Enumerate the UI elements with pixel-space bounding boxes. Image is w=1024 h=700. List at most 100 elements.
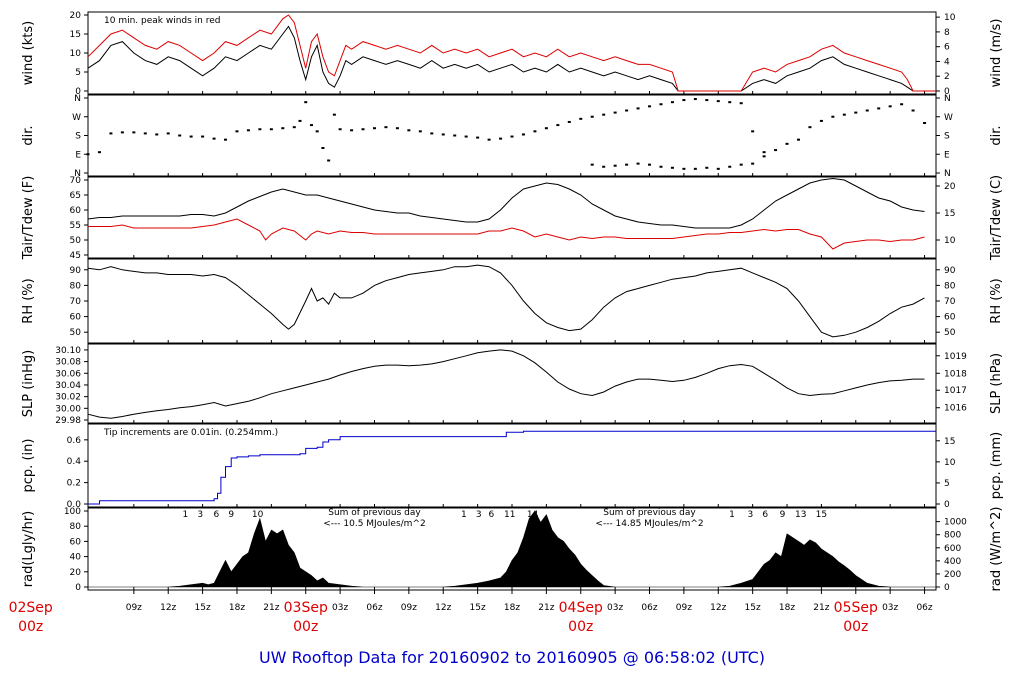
rad-hour-mark: 1 [183,510,189,520]
data-point-dir [556,124,560,127]
data-point-dir [923,122,927,124]
panel-frame-rh [87,258,937,344]
data-point-dir [499,137,503,140]
right-tick-label-dir: N [944,169,951,179]
left-tick-label-wind: 10 [70,49,82,59]
left-tick-label-pcp: 0.0 [67,500,82,510]
data-point-dir [510,135,514,138]
data-point-dir [97,151,101,154]
left-tick-label-dir: W [72,113,81,123]
data-point-dir [900,103,904,106]
left-tick-label-rad: 60 [70,537,82,547]
series-line-temp-1 [88,218,925,250]
data-point-dir [292,126,296,129]
data-point-dir [911,109,915,112]
rad-note-line1: Sum of previous day [603,508,696,518]
right-tick-label-dir: N [944,94,951,104]
rad-hour-mark: 6 [489,510,495,520]
data-point-dir [224,138,228,141]
day-label-time: 00z [293,619,318,635]
data-point-dir [808,126,812,129]
data-point-dir [716,100,720,103]
y-label-left-rh: RH (%) [21,278,36,323]
data-point-dir [648,163,652,166]
data-point-dir [418,130,422,133]
right-tick-label-dir: E [944,150,950,160]
rad-note-line2: <--- 14.85 MJoules/m^2 [595,519,703,529]
left-tick-label-rh: 90 [70,266,82,276]
series-line-wind-0 [87,25,936,92]
data-point-dir [269,128,273,131]
right-tick-label-rad: 800 [944,531,961,541]
y-label-left-temp: Tair/Tdew (F) [21,176,36,261]
right-tick-label-rad: 600 [944,544,961,554]
data-point-dir [235,130,239,133]
rad-hour-mark: 13 [795,510,806,520]
left-tick-label-rad: 0 [75,583,81,593]
left-tick-label-rad: 100 [64,507,81,517]
data-point-dir [705,99,709,102]
left-tick-label-pcp: 0.2 [67,479,81,489]
y-label-left-slp: SLP (inHg) [21,350,36,418]
data-point-dir [464,135,468,138]
series-line-rh-0 [87,264,925,338]
data-point-dir [682,99,686,102]
data-point-dir [625,109,629,112]
series-line-slp-0 [87,349,925,419]
data-point-dir [659,165,663,168]
left-tick-label-temp: 70 [70,176,82,186]
data-point-dir [865,109,869,112]
data-point-dir [350,129,354,132]
data-point-dir [304,101,308,104]
data-point-dir [441,133,445,136]
right-tick-label-pcp: 15 [944,437,955,447]
left-tick-label-slp: 29.98 [55,416,81,426]
data-point-dir [739,163,743,166]
data-point-dir [178,134,182,137]
rad-hour-mark: 9 [228,510,234,520]
data-point-dir [682,167,686,170]
left-tick-label-pcp: 0.4 [67,457,82,467]
data-point-dir [728,165,732,168]
left-tick-label-temp: 65 [70,191,81,201]
y-label-left-pcp: pcp. (in) [21,439,36,493]
data-point-dir [751,130,755,133]
right-tick-label-wind: 6 [944,43,950,53]
right-tick-label-slp: 1016 [944,404,967,414]
data-point-dir [143,132,147,135]
data-point-dir [590,163,594,166]
y-label-left-rad: rad(Lgly/hr) [21,511,36,587]
data-point-dir [774,149,778,152]
data-point-dir [831,115,835,118]
series-line-pcp [88,430,936,505]
x-tick-label: 03z [607,603,623,613]
right-tick-label-temp: 15 [944,209,955,219]
data-point-dir [716,167,720,170]
data-point-dir [728,101,732,104]
rad-hour-mark: 3 [747,510,753,520]
right-tick-label-pcp: 0 [944,500,950,510]
data-point-dir [120,131,124,134]
left-tick-label-pcp: 0.6 [67,436,82,446]
rad-hour-mark: 1 [729,510,735,520]
rad-hour-mark: 6 [213,510,219,520]
x-tick-label: 09z [126,603,142,613]
data-point-dir [189,135,193,138]
data-point-dir [613,164,617,167]
rad-note-line2: <--- 10.5 MJoules/m^2 [323,519,425,529]
x-tick-label: 09z [676,603,692,613]
data-point-dir [321,147,325,149]
left-tick-label-rh: 70 [70,297,82,307]
left-tick-label-slp: 30.10 [55,346,81,356]
y-label-right-temp: Tair/Tdew (C) [989,175,1004,261]
rad-hour-mark: 3 [197,510,203,520]
left-tick-label-temp: 55 [70,221,81,231]
right-tick-label-rad: 400 [944,557,961,567]
x-tick-label: 21z [813,603,829,613]
data-point-dir [636,107,640,110]
data-point-dir [796,138,800,141]
x-tick-label: 06z [641,603,657,613]
right-tick-label-rad: 200 [944,570,961,580]
x-tick-label: 12z [160,603,176,613]
data-point-dir [476,136,480,139]
